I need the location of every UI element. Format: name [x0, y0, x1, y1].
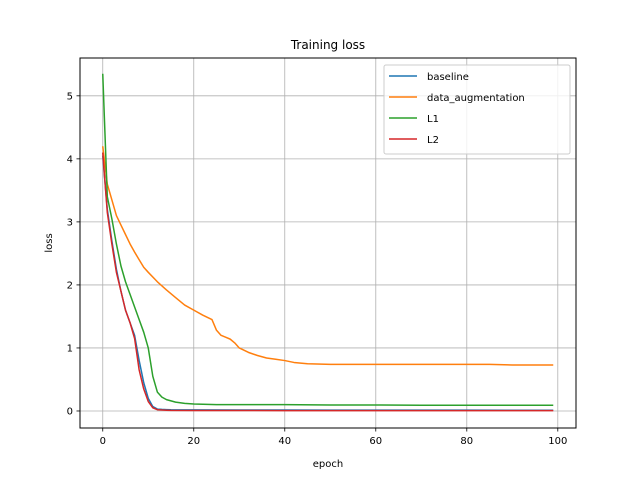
series-line-l1: [102, 73, 554, 407]
legend-label-l2: L2: [427, 135, 439, 146]
y-tick-label: 4: [67, 154, 73, 165]
y-tick-label: 3: [67, 217, 73, 228]
x-tick-label: 0: [100, 436, 106, 447]
grid: [80, 58, 576, 428]
series-line-data-augmentation: [102, 146, 554, 366]
legend-label-baseline: baseline: [427, 72, 469, 83]
legend: baseline data_augmentation L1 L2: [383, 64, 571, 155]
x-tick-label: 40: [278, 436, 291, 447]
y-tick-label: 5: [67, 91, 73, 102]
x-tick-label: 80: [460, 436, 473, 447]
x-tick-label: 20: [187, 436, 200, 447]
y-tick-label: 2: [67, 280, 73, 291]
legend-label-l1: L1: [427, 114, 439, 125]
x-tick-label: 60: [369, 436, 382, 447]
y-tick-label: 1: [67, 343, 73, 354]
series-line-l2: [102, 152, 554, 412]
series-lines: [102, 73, 554, 412]
x-axis-label: epoch: [313, 459, 343, 470]
x-tick-label: 100: [548, 436, 567, 447]
ticks: 0 20 40 60 80 100 0 1 2 3 4 5: [67, 91, 568, 447]
plot-frame: [79, 57, 577, 429]
y-axis-label: loss: [44, 233, 55, 252]
y-tick-label: 0: [67, 406, 73, 417]
legend-box: [383, 64, 571, 155]
legend-label-data-augmentation: data_augmentation: [427, 93, 525, 104]
chart-title: Training loss: [290, 38, 365, 52]
